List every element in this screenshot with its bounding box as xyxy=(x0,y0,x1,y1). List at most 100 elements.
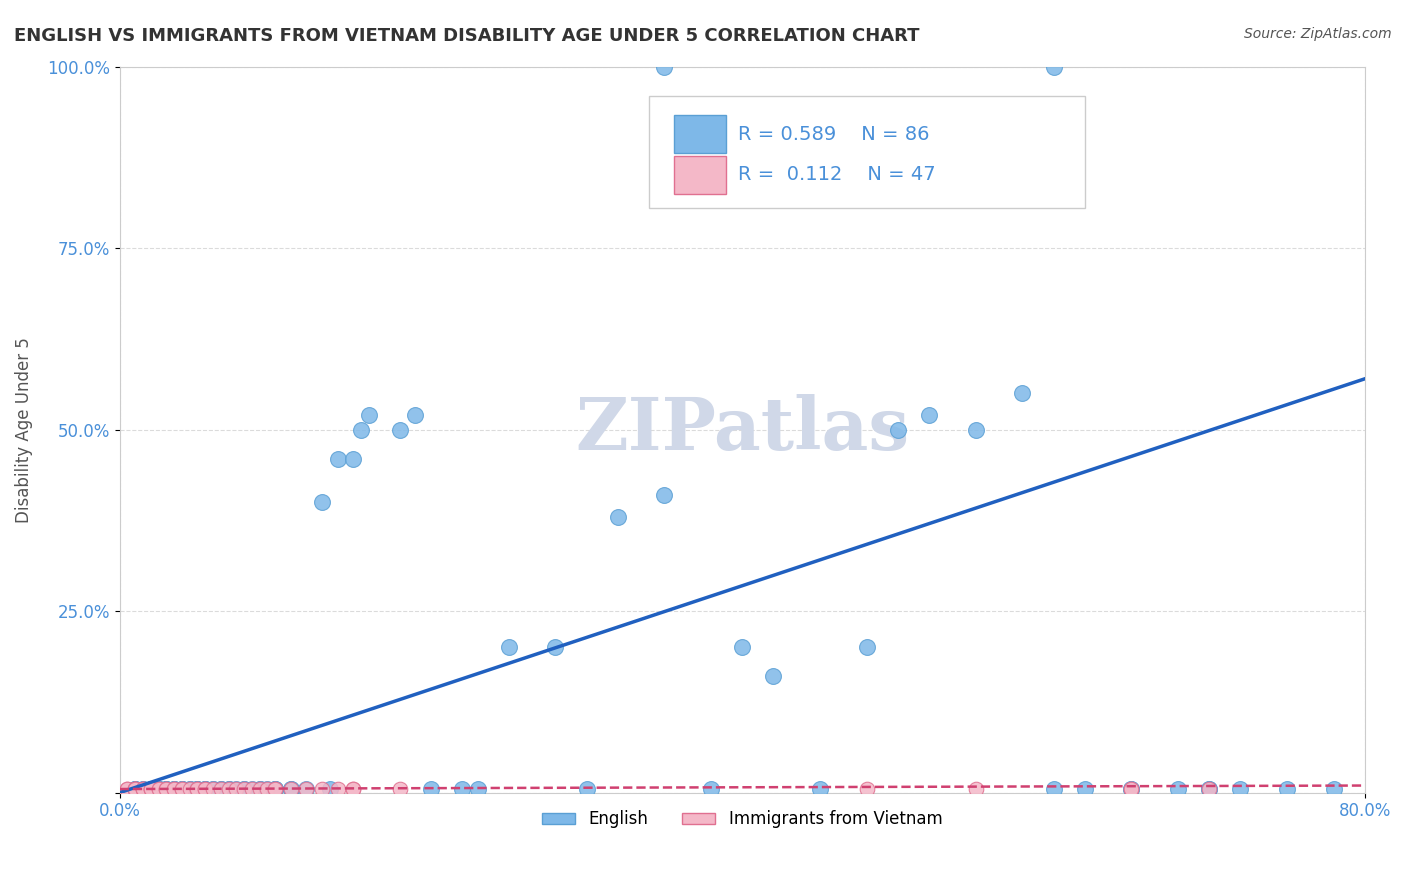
Point xyxy=(170,782,193,797)
Point xyxy=(1121,782,1143,797)
Point xyxy=(148,782,170,797)
Point xyxy=(209,782,232,797)
Point xyxy=(218,782,240,797)
Point xyxy=(155,782,177,797)
Point xyxy=(124,782,146,797)
Point xyxy=(451,782,474,797)
Point xyxy=(155,782,177,797)
Point xyxy=(357,408,380,422)
Point xyxy=(132,782,155,797)
Point xyxy=(264,782,287,797)
Point xyxy=(139,782,162,797)
Point xyxy=(148,782,170,797)
Point xyxy=(1121,782,1143,797)
Point xyxy=(132,782,155,797)
Point xyxy=(887,423,910,437)
Point xyxy=(388,782,411,797)
Point xyxy=(124,782,146,797)
FancyBboxPatch shape xyxy=(673,115,725,153)
Point xyxy=(1042,782,1064,797)
Point xyxy=(139,782,162,797)
Point xyxy=(209,782,232,797)
Legend: English, Immigrants from Vietnam: English, Immigrants from Vietnam xyxy=(536,804,949,835)
Point xyxy=(194,782,217,797)
Point xyxy=(311,495,333,509)
Point xyxy=(194,782,217,797)
Point xyxy=(209,782,232,797)
Point xyxy=(218,782,240,797)
Point xyxy=(256,782,278,797)
Point xyxy=(186,782,208,797)
Point xyxy=(201,782,224,797)
Point xyxy=(139,782,162,797)
Point xyxy=(388,423,411,437)
Point xyxy=(132,782,155,797)
Point xyxy=(194,782,217,797)
FancyBboxPatch shape xyxy=(648,95,1084,208)
Point xyxy=(1121,782,1143,797)
Point xyxy=(233,782,256,797)
Point xyxy=(240,782,263,797)
Point xyxy=(170,782,193,797)
FancyBboxPatch shape xyxy=(673,156,725,194)
Point xyxy=(163,782,186,797)
Point xyxy=(117,782,139,797)
Point xyxy=(155,782,177,797)
Point xyxy=(124,782,146,797)
Y-axis label: Disability Age Under 5: Disability Age Under 5 xyxy=(15,336,32,523)
Point xyxy=(280,782,302,797)
Point xyxy=(179,782,201,797)
Point xyxy=(163,782,186,797)
Point xyxy=(148,782,170,797)
Point xyxy=(606,509,628,524)
Point xyxy=(225,782,247,797)
Point xyxy=(186,782,208,797)
Point xyxy=(1275,782,1298,797)
Point xyxy=(342,451,364,466)
Point xyxy=(132,782,155,797)
Point xyxy=(264,782,287,797)
Point xyxy=(139,782,162,797)
Point xyxy=(326,782,349,797)
Point xyxy=(1229,782,1251,797)
Point xyxy=(264,782,287,797)
Point xyxy=(762,669,785,683)
Point xyxy=(218,782,240,797)
Point xyxy=(965,423,987,437)
Point xyxy=(163,782,186,797)
Point xyxy=(170,782,193,797)
Text: R = 0.589    N = 86: R = 0.589 N = 86 xyxy=(738,125,929,144)
Point xyxy=(163,782,186,797)
Point xyxy=(233,782,256,797)
Text: ENGLISH VS IMMIGRANTS FROM VIETNAM DISABILITY AGE UNDER 5 CORRELATION CHART: ENGLISH VS IMMIGRANTS FROM VIETNAM DISAB… xyxy=(14,27,920,45)
Point xyxy=(1198,782,1220,797)
Point xyxy=(124,782,146,797)
Point xyxy=(295,782,318,797)
Point xyxy=(249,782,271,797)
Point xyxy=(201,782,224,797)
Point xyxy=(163,782,186,797)
Point xyxy=(1167,782,1189,797)
Point xyxy=(1042,60,1064,74)
Point xyxy=(117,782,139,797)
Point xyxy=(139,782,162,797)
Point xyxy=(240,782,263,797)
Point xyxy=(855,782,877,797)
Point xyxy=(311,782,333,797)
Point xyxy=(148,782,170,797)
Point xyxy=(186,782,208,797)
Text: ZIPatlas: ZIPatlas xyxy=(575,394,910,465)
Point xyxy=(280,782,302,797)
Point xyxy=(575,782,598,797)
Point xyxy=(201,782,224,797)
Point xyxy=(1011,386,1033,401)
Point xyxy=(155,782,177,797)
Point xyxy=(467,782,489,797)
Point xyxy=(419,782,441,797)
Point xyxy=(186,782,208,797)
Point xyxy=(256,782,278,797)
Point xyxy=(225,782,247,797)
Point xyxy=(918,408,941,422)
Point xyxy=(654,488,676,502)
Point xyxy=(179,782,201,797)
